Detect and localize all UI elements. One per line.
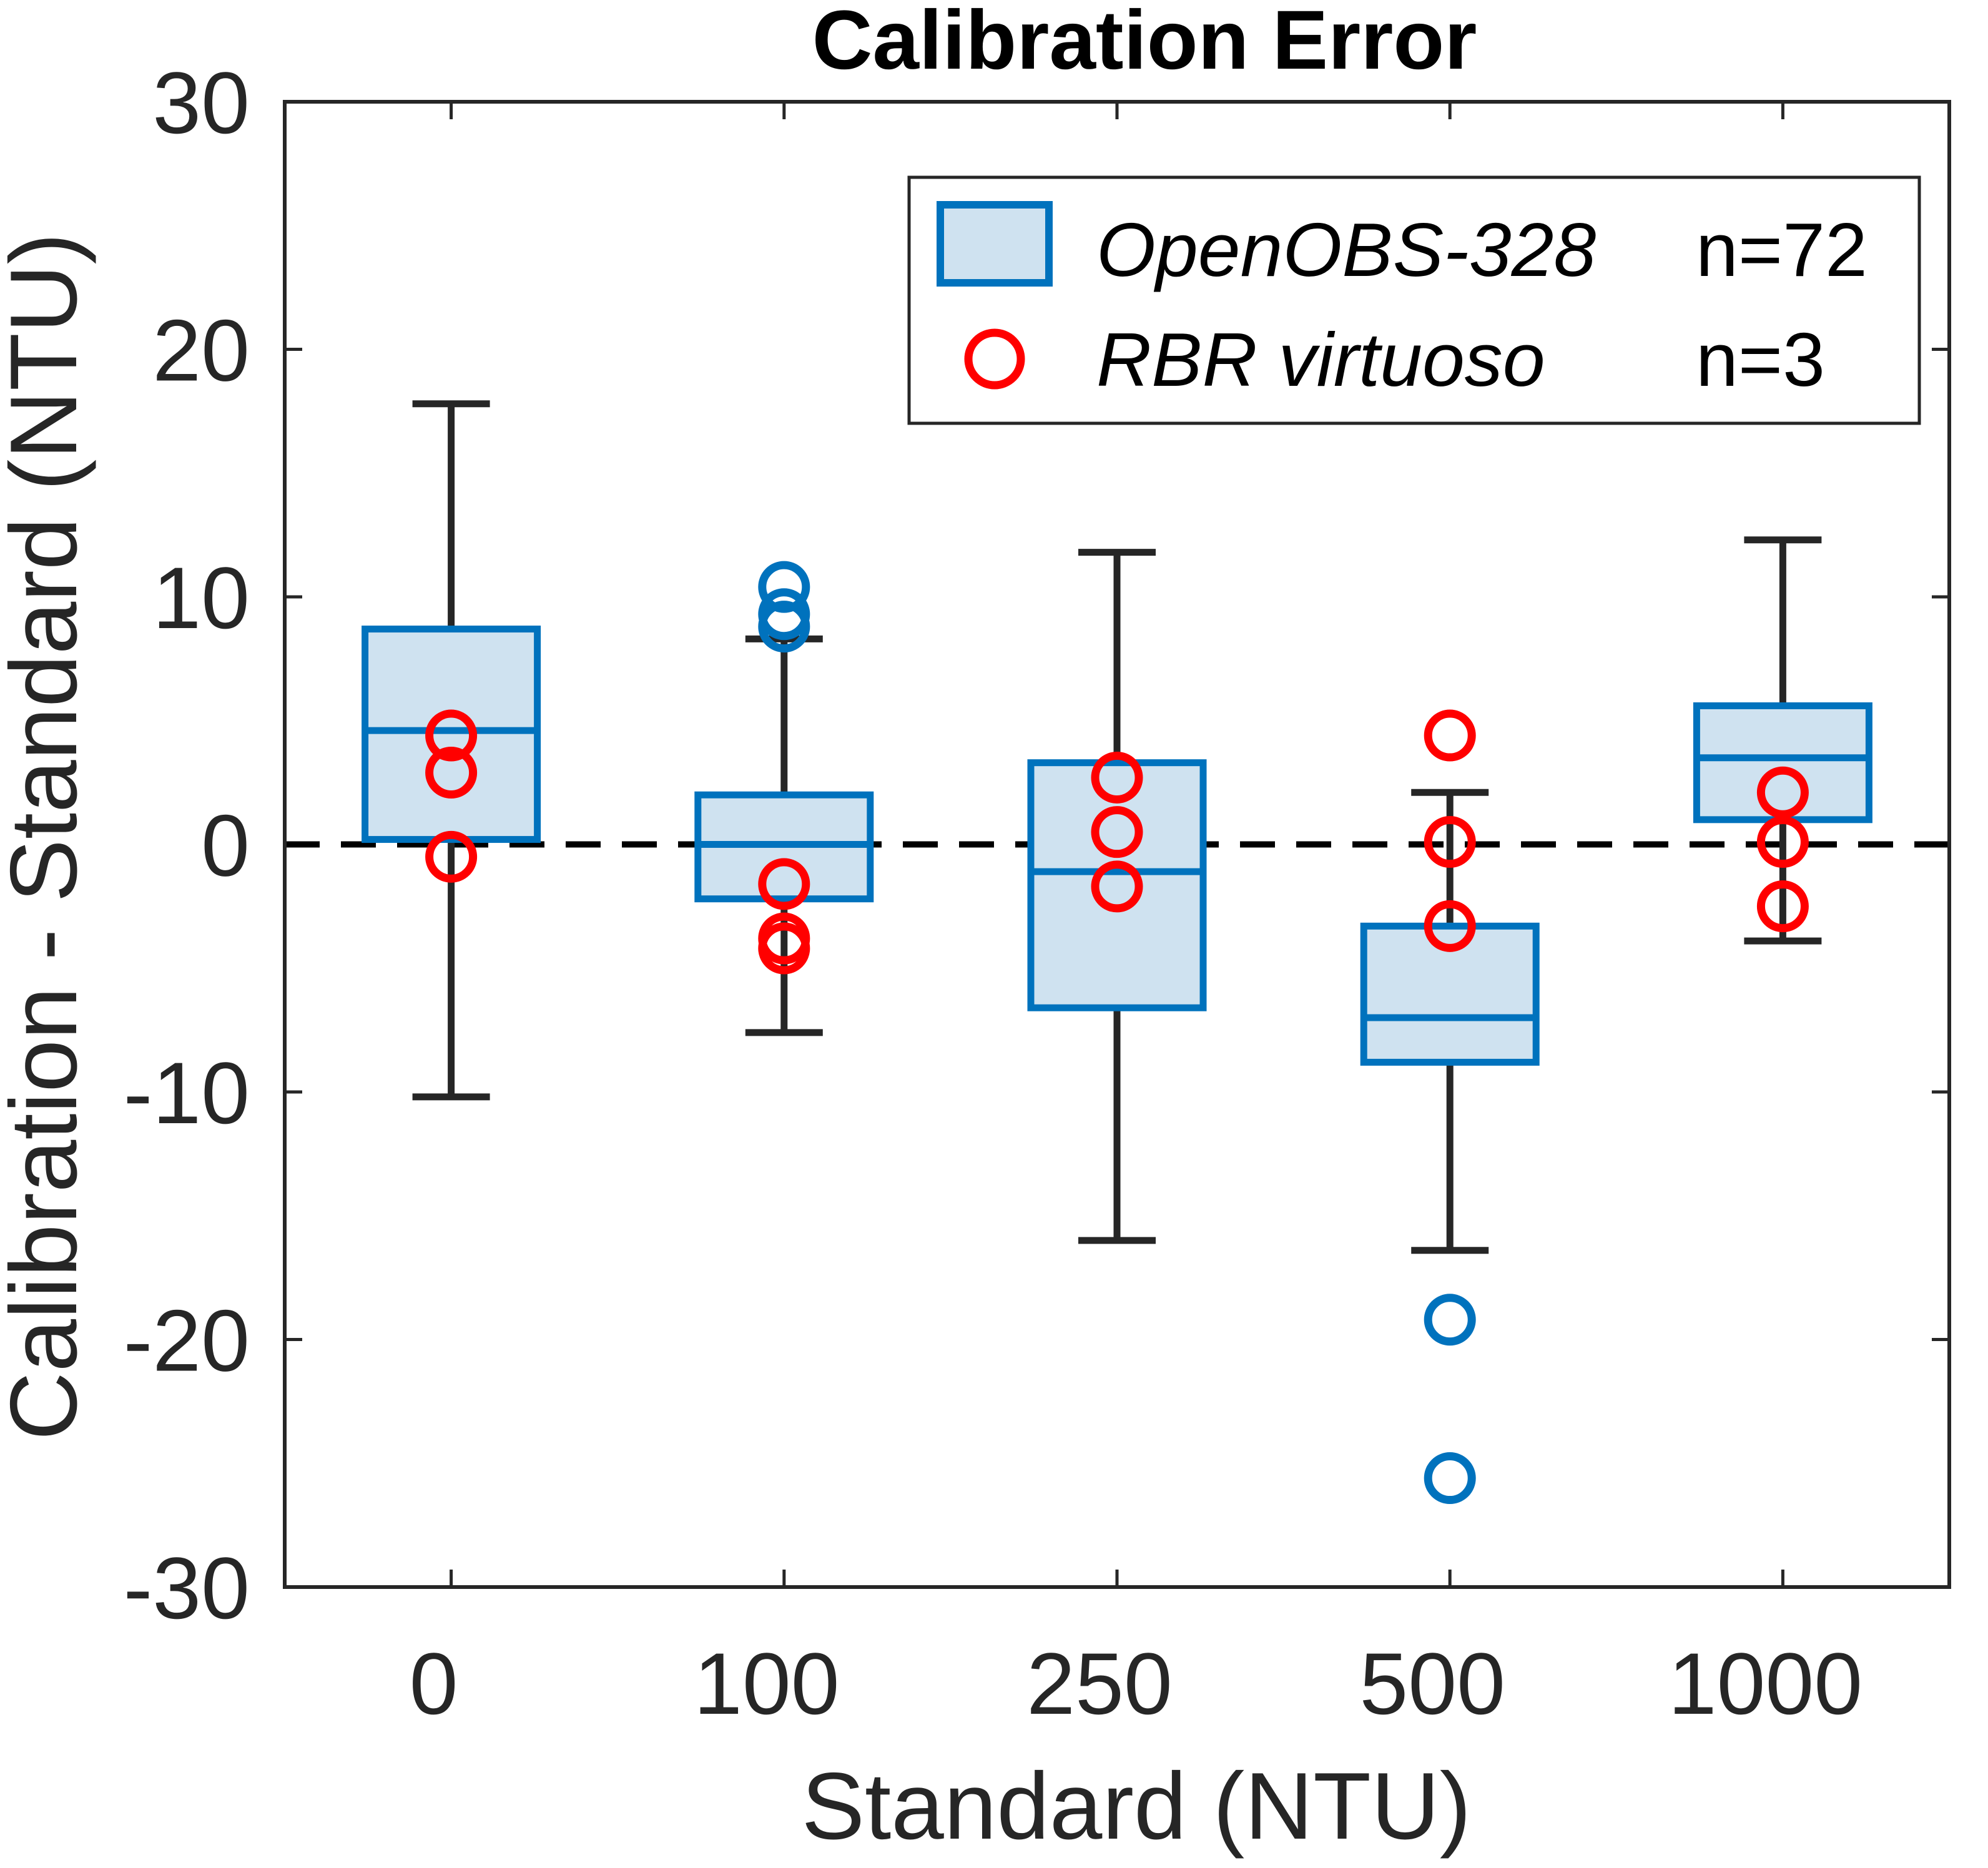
- outlier-point: [1424, 1294, 1476, 1346]
- legend-frame: [907, 175, 1921, 425]
- legend-series-name: OpenOBS-328: [1096, 207, 1596, 292]
- y-tick-label: 20: [152, 302, 250, 400]
- legend-circle-swatch: [964, 328, 1025, 390]
- legend-box-swatch: [937, 201, 1053, 287]
- rbr-point: [1424, 816, 1476, 868]
- rbr-point: [1756, 766, 1809, 818]
- rbr-point: [1091, 806, 1143, 858]
- outlier-point: [758, 561, 810, 613]
- box-1000: [1693, 702, 1872, 823]
- x-axis-label: Standard (NTU): [802, 1753, 1472, 1859]
- rbr-point: [425, 830, 478, 883]
- x-tick-label: 1000: [1668, 1635, 1863, 1733]
- legend-series-name: RBR virtuoso: [1096, 317, 1545, 402]
- y-tick-label: 0: [201, 797, 250, 895]
- x-tick-label: 0: [410, 1635, 458, 1733]
- legend-series-count: n=3: [1696, 317, 1825, 402]
- rbr-point: [1756, 880, 1809, 933]
- y-tick-label: 10: [152, 549, 250, 647]
- legend: OpenOBS-328 n=72 RBR virtuoso n=3: [907, 175, 1921, 425]
- outlier-point: [1424, 1452, 1476, 1505]
- y-tick-label: -10: [124, 1044, 250, 1142]
- rbr-point: [1091, 751, 1143, 804]
- box-250: [1027, 759, 1207, 1011]
- chart-title: Calibration Error: [812, 0, 1477, 87]
- y-tick-label: -20: [124, 1292, 250, 1390]
- outlier-point: [758, 601, 810, 653]
- x-tick-label: 250: [1026, 1635, 1173, 1733]
- plot-frame: [283, 100, 1951, 1589]
- y-tick-label: -30: [124, 1539, 250, 1637]
- rbr-point: [758, 922, 810, 975]
- x-tick-label: 500: [1359, 1635, 1505, 1733]
- rbr-point: [1091, 860, 1143, 913]
- legend-series-count: n=72: [1696, 207, 1867, 292]
- rbr-point: [425, 709, 478, 762]
- rbr-point: [758, 858, 810, 910]
- box-0: [362, 626, 541, 843]
- x-tick-label: 100: [694, 1635, 840, 1733]
- rbr-point: [1424, 709, 1476, 762]
- rbr-point: [425, 747, 478, 799]
- y-axis-label: Calibration - Standard (NTU): [0, 233, 97, 1440]
- rbr-point: [1756, 816, 1809, 868]
- y-tick-label: 30: [152, 54, 250, 152]
- rbr-point: [1424, 900, 1476, 952]
